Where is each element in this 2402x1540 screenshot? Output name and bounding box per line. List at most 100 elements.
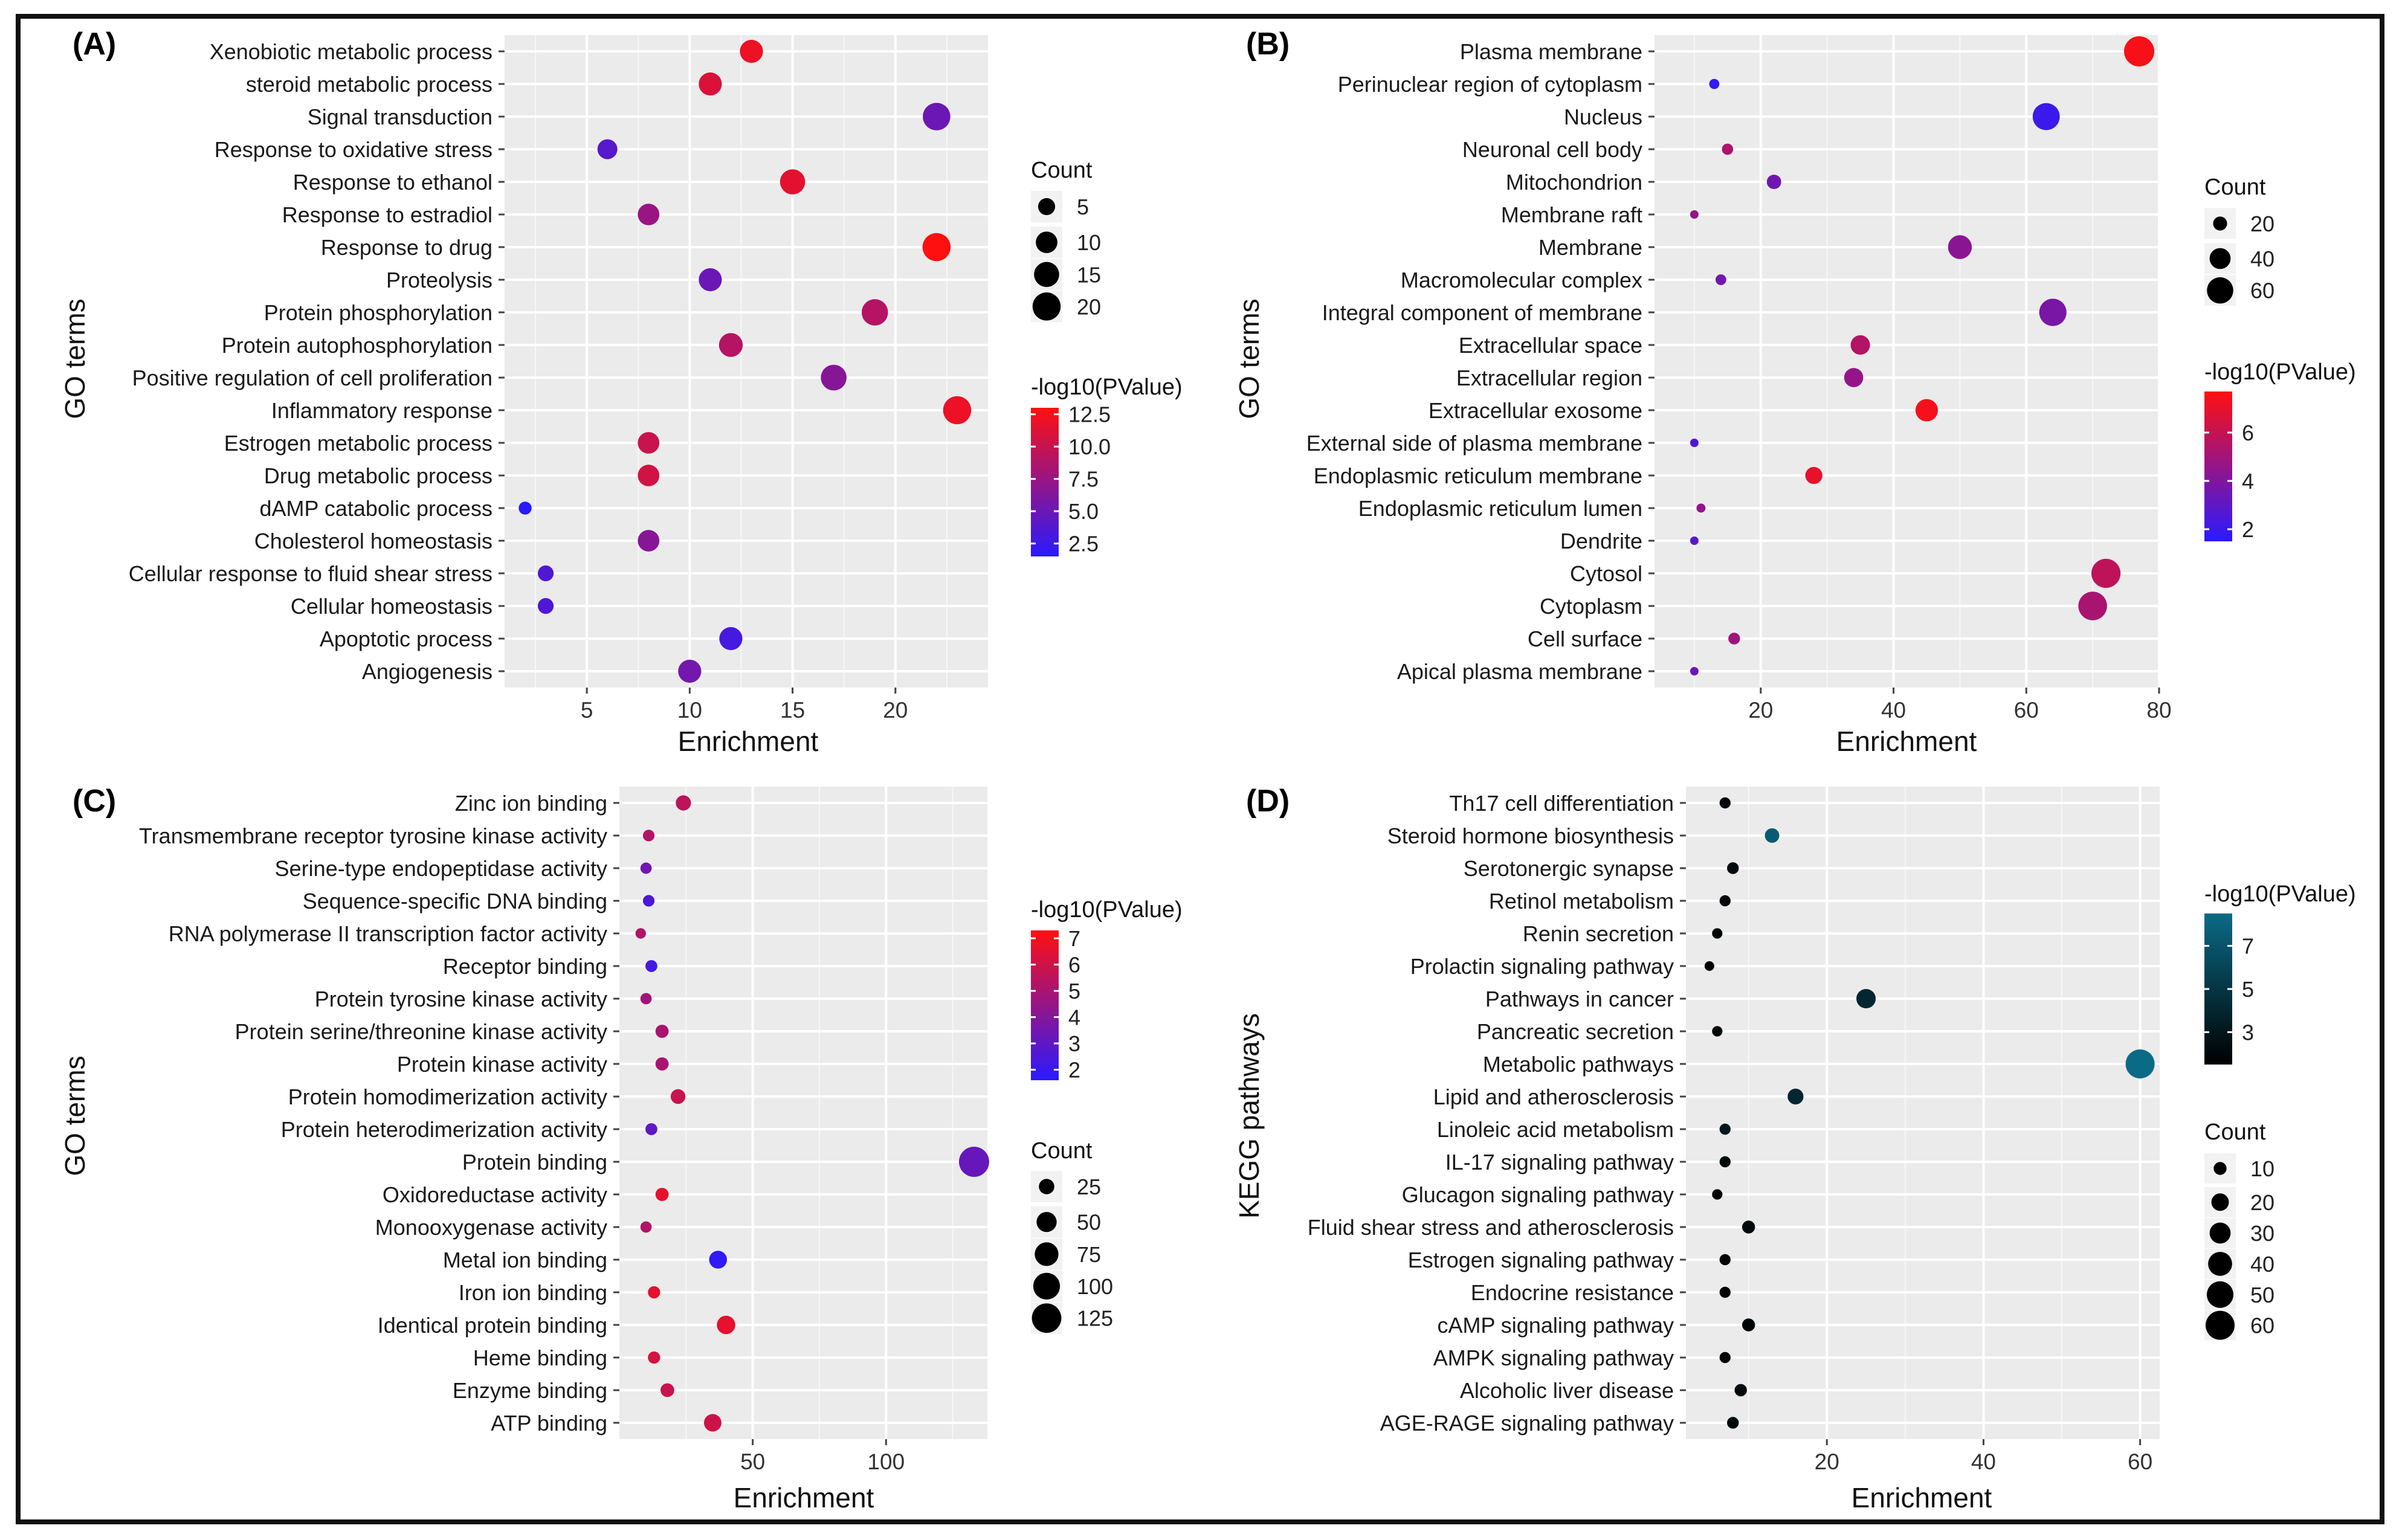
panel-a-term-inflammatory-response: Inflammatory response [271,398,492,423]
panel-b-term-plasma-membrane: Plasma membrane [1460,39,1642,64]
panel-a-point-response-to-ethanol [780,169,806,195]
panel-a-term-response-to-oxidative-stress: Response to oxidative stress [215,137,492,162]
panel-a-point-cellular-response-to-fluid-shear-stress [537,565,554,582]
panel-d-color-legend-title: -log10(PValue) [2204,881,2356,907]
panel-d-size-legend-dot [2208,1252,2232,1276]
panel-a-plot-background [505,35,988,688]
panel-c-size-legend-dot [1033,1272,1061,1300]
panel-c-term-protein-serine-threonine-kinase-activity: Protein serine/threonine kinase activity [235,1019,607,1044]
panel-d: (D) Enrichment KEGG pathways -log10(PVal… [1233,784,2356,1513]
panel-b-size-legend-dot [2207,277,2233,304]
panel-c-term-protein-kinase-activity: Protein kinase activity [397,1052,607,1077]
panel-a-point-xenobiotic-metabolic-process [740,39,763,63]
panel-d-x-tick-label: 60 [2128,1449,2152,1474]
panel-a-term-protein-autophosphorylation: Protein autophosphorylation [222,333,492,358]
panel-d-term-serotonergic-synapse: Serotonergic synapse [1464,856,1674,881]
panel-d-term-linoleic-acid-metabolism: Linoleic acid metabolism [1437,1117,1674,1142]
panel-d-size-legend-label: 20 [2250,1190,2274,1215]
panel-c-point-identical-protein-binding [717,1315,735,1335]
figure-frame [16,14,2384,1524]
panel-c-x-tick-label: 50 [740,1449,765,1474]
panel-c-plot-background [619,787,987,1439]
panel-c-term-metal-ion-binding: Metal ion binding [443,1248,607,1272]
panel-c-term-sequence-specific-dna-binding: Sequence-specific DNA binding [303,889,607,913]
panel-a-point-steroid-metabolic-process [699,72,722,96]
panel-d-term-glucagon-signaling-pathway: Glucagon signaling pathway [1402,1182,1674,1207]
panel-b-size-legend-label: 60 [2250,279,2274,303]
panel-d-size-legend-dot [2213,1162,2227,1175]
panel-b-point-mitochondrion [1766,175,1781,189]
panel-c-color-legend-label: 5 [1068,979,1080,1004]
panel-d-color-legend-label: 3 [2242,1020,2254,1045]
panel-a-point-angiogenesis [678,659,702,683]
panel-d-x-tick-label: 20 [1815,1449,1839,1474]
panel-b-term-membrane: Membrane [1538,235,1642,260]
panel-d-point-estrogen-signaling-pathway [1719,1254,1731,1266]
panel-a-term-cellular-response-to-fluid-shear-stress: Cellular response to fluid shear stress [129,561,492,586]
panel-b-term-nucleus: Nucleus [1564,105,1642,129]
panel-b-point-cytoplasm [2078,591,2107,620]
panel-a-point-estrogen-metabolic-process [638,432,660,454]
panel-b-term-cytosol: Cytosol [1570,561,1642,586]
panel-b-point-apical-plasma-membrane [1690,667,1699,675]
panel-a-size-legend-label: 5 [1077,195,1089,219]
panel-c-term-serine-type-endopeptidase-activity: Serine-type endopeptidase activity [275,856,607,881]
panel-c-term-atp-binding: ATP binding [491,1411,607,1435]
panel-d-point-age-rage-signaling-pathway [1727,1417,1739,1429]
panel-c-point-atp-binding [703,1414,722,1432]
panel-d-point-fluid-shear-stress-and-atherosclerosis [1742,1220,1755,1234]
panel-a-term-response-to-estradiol: Response to estradiol [282,202,492,227]
panel-b-label: (B) [1246,27,1290,62]
panel-c-point-protein-kinase-activity [655,1057,669,1071]
panel-b-point-external-side-of-plasma-membrane [1690,439,1699,447]
panel-c-size-legend-dot [1036,1212,1057,1232]
panel-a-term-response-to-drug: Response to drug [321,235,492,260]
panel-d-point-prolactin-signaling-pathway [1704,961,1714,971]
panel-c-term-monooxygenase-activity: Monooxygenase activity [375,1215,607,1240]
panel-c-point-heme-binding [648,1351,660,1364]
panel-c-color-legend-label: 3 [1068,1031,1080,1056]
panel-d-size-legend-dot [2206,1310,2235,1340]
panel-c-point-iron-ion-binding [648,1286,660,1299]
panel-a-term-estrogen-metabolic-process: Estrogen metabolic process [224,431,492,456]
panel-c-point-monooxygenase-activity [640,1221,652,1233]
panel-d-term-lipid-and-atherosclerosis: Lipid and atherosclerosis [1433,1084,1674,1109]
panel-d-point-endocrine-resistance [1719,1286,1731,1298]
panel-c-size-legend-dot [1035,1242,1059,1266]
panel-a-point-response-to-estradiol [638,204,660,225]
panel-d-size-legend-dot [2209,1222,2231,1244]
panel-b-point-endoplasmic-reticulum-membrane [1805,466,1822,485]
panel-c-color-legend-title: -log10(PValue) [1031,897,1183,923]
panel-b-plot-background [1655,35,2159,688]
panel-b-term-cytoplasm: Cytoplasm [1540,594,1642,619]
panel-b-term-extracellular-exosome: Extracellular exosome [1429,398,1642,423]
panel-a-term-positive-regulation-of-cell-proliferation: Positive regulation of cell proliferatio… [132,366,492,390]
panel-a-point-protein-autophosphorylation [718,333,743,357]
panel-d-point-camp-signaling-pathway [1742,1318,1755,1332]
panel-a-label: (A) [73,27,116,62]
panel-c-point-oxidoreductase-activity [655,1188,669,1201]
panel-a-color-legend-label: 2.5 [1068,532,1099,556]
panel-b-term-integral-component-of-membrane: Integral component of membrane [1322,300,1642,325]
panel-b-xlabel: Enrichment [1836,726,1977,757]
panel-b-term-apical-plasma-membrane: Apical plasma membrane [1397,659,1642,684]
panel-a-point-cellular-homeostasis [537,598,554,614]
panel-b-size-legend-label: 40 [2250,246,2274,271]
panel-d-point-pancreatic-secretion [1712,1026,1723,1037]
panel-b-point-membrane-raft [1690,210,1699,219]
panel-c-point-rna-polymerase-ii-transcription-factor-activity [635,928,647,939]
panel-d-point-ampk-signaling-pathway [1719,1352,1731,1364]
panel-c-term-iron-ion-binding: Iron ion binding [459,1280,607,1305]
panel-b-point-integral-component-of-membrane [2039,298,2067,326]
panel-a-x-tick-label: 10 [677,698,702,723]
panel-c-point-serine-type-endopeptidase-activity [640,862,652,874]
panel-c-point-protein-tyrosine-kinase-activity [640,993,652,1005]
panel-b-ylabel: GO terms [1233,298,1265,419]
panel-a-term-drug-metabolic-process: Drug metabolic process [264,463,492,488]
panel-c-point-transmembrane-receptor-tyrosine-kinase-activity [642,830,655,842]
panel-a-term-signal-transduction: Signal transduction [308,105,492,129]
panel-b-color-legend-label: 4 [2242,469,2254,494]
panel-a-color-legend-label: 12.5 [1068,402,1111,427]
panel-a-size-legend-label: 15 [1077,262,1101,287]
panel-a-color-legend-label: 7.5 [1068,467,1099,492]
